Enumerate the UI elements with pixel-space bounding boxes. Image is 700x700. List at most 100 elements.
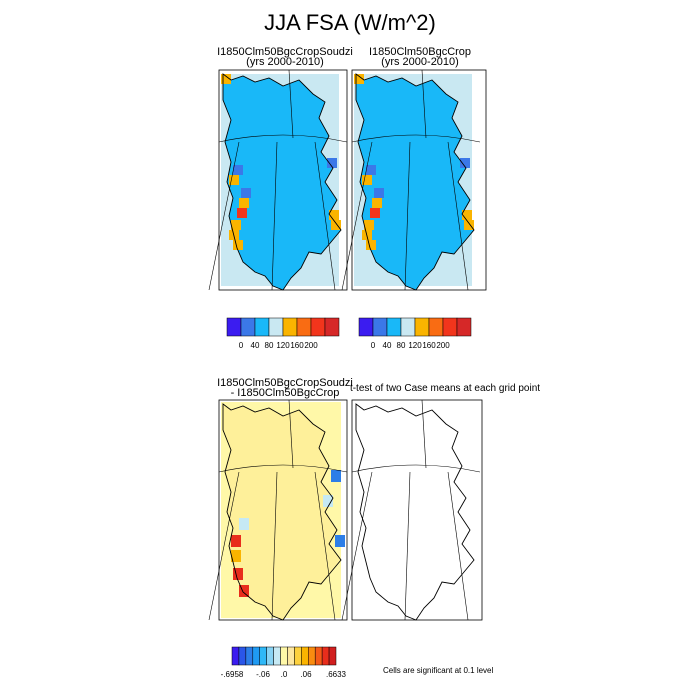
fsa-grid-cell [462,210,472,220]
colorbar-swatch [358,317,374,337]
map-panel-difference [221,402,345,620]
panel-2-title: I1850Clm50BgcCrop (yrs 2000-2010) [345,47,495,68]
panel-1-title: I1850Clm50BgcCropSoudzi (yrs 2000-2010) [200,46,370,68]
map-frame-ttest [351,399,483,621]
fsa-grid-cell [329,210,339,220]
colorbar-swatch [400,317,416,337]
coastline [222,73,342,291]
meridian-line [447,471,469,621]
fsa-field-case1 [221,74,341,290]
colorbar-swatch [328,646,337,666]
fsa-grid-cell [331,220,341,230]
colorbar-tick-label: .6633 [325,670,347,679]
fsa-grid-cell [233,165,243,175]
meridian-line [421,69,427,139]
colorbar-swatch [226,317,242,337]
difference-grid-cell [231,535,241,547]
meridian-line [447,141,469,291]
colorbar-swatch [282,317,298,337]
map-frame-case2 [351,69,487,291]
panel-1-case-name: I1850Clm50BgcCropSoudzi [217,46,353,58]
fsa-difference-field [221,402,345,620]
fsa-grid-cell [366,240,376,250]
colorbar-swatch [386,317,402,337]
colorbar-tick-label: 160 [422,341,436,350]
difference-grid-cell [233,568,243,580]
panel-1-period: (yrs 2000-2010) [246,56,324,68]
colorbar-swatch [280,646,288,666]
colorbar-tick-label: 120 [276,341,290,350]
colorbar-swatch [287,646,295,666]
colorbar-tick-label: 160 [290,341,304,350]
fsa-grid-cell [464,220,474,230]
meridian-line [314,141,336,291]
fsa-grid-cell [241,188,251,198]
map-panel-case1 [221,74,341,290]
colorbar-swatch [231,646,240,666]
parallel-line [351,134,481,143]
figure-title: JJA FSA (W/m^2) [264,10,436,35]
colorbar-swatch [296,317,312,337]
colorbar-tick-label: 40 [382,341,392,350]
parallel-line [351,464,481,473]
colorbar-swatch [324,317,340,337]
fsa-ice-sheet-cells [223,74,341,290]
colorbar-swatch [428,317,444,337]
colorbar-tick-label: 120 [408,341,422,350]
fsa-grid-cell [231,220,241,230]
fsa-grid-cell [239,198,249,208]
panel-4-title: t-test of two Case means at each grid po… [349,383,541,394]
coastline [222,403,342,621]
meridian-line [208,141,240,291]
coastline [355,73,475,291]
colorbar-swatch [266,646,274,666]
meridian-line [404,141,411,291]
colorbar-tick-label: 0 [370,341,376,350]
coastline-and-graticule [208,69,481,621]
colorbar-swatch [414,317,430,337]
colorbar-swatch [442,317,458,337]
fsa-field-case2 [354,74,474,290]
fsa-grid-cell [237,208,247,218]
fsa-grid-cell [374,188,384,198]
colorbar-tick-label: 40 [250,341,260,350]
fsa-ice-sheet-cells [356,74,474,290]
significance-note: Cells are significant at 0.1 level [383,666,494,675]
parallel-line [218,464,348,473]
meridian-line [341,141,373,291]
difference-grid-cell [335,535,345,547]
colorbar-swatch [294,646,302,666]
colorbar-tick-label: 80 [396,341,406,350]
difference-grid-cell [239,518,249,530]
panel-3-title: I1850Clm50BgcCropSoudzi - I1850Clm50BgcC… [200,378,370,399]
difference-grid-cell [331,470,341,482]
fsa-grid-cell [460,158,470,168]
colorbar-tick-label: 0 [238,341,244,350]
colorbar-swatch [268,317,284,337]
difference-grid-cell [239,585,249,597]
fsa-grid-cell [370,208,380,218]
colorbar-difference [231,646,337,666]
colorbar-swatch [259,646,267,666]
meridian-line [288,399,294,469]
meridian-line [288,69,294,139]
meridian-line [314,471,336,621]
meridian-line [208,471,240,621]
map-panel-case2 [354,74,474,290]
fsa-grid-cell [362,175,372,185]
fsa-grid-cell [354,74,364,84]
panel-2-period: (yrs 2000-2010) [381,56,459,68]
colorbar-case2 [358,317,472,337]
colorbar-swatch [321,646,330,666]
colorbar-swatch [314,646,323,666]
colorbar-tick-label: 200 [436,341,450,350]
colorbar-swatch [238,646,247,666]
fsa-grid-cell [229,175,239,185]
colorbar-tick-label: -.6958 [220,670,244,679]
colorbar-tick-label: -.06 [256,670,270,679]
difference-grid-cell [323,495,333,507]
difference-ice-sheet [223,404,341,620]
difference-grid-cell [231,550,241,562]
colorbar-swatch [310,317,326,337]
meridian-line [421,399,427,469]
